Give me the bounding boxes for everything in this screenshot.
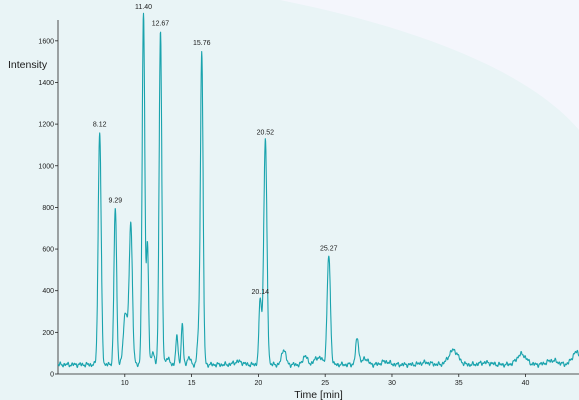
peak-label: 20.52 xyxy=(257,130,275,137)
peak-label: 8.12 xyxy=(93,121,107,128)
peak-label: 9.29 xyxy=(108,197,122,204)
x-axis-title: Time [min] xyxy=(294,389,343,400)
y-tick-label: 1200 xyxy=(38,122,54,129)
y-tick-label: 600 xyxy=(42,247,54,254)
peak-label: 20.14 xyxy=(251,289,269,296)
peak-label: 25.27 xyxy=(320,245,338,252)
chromatogram-trace xyxy=(57,12,579,369)
y-tick-label: 1000 xyxy=(38,163,54,170)
x-tick-label: 25 xyxy=(321,380,329,387)
peak-label: 12.67 xyxy=(152,20,170,27)
background-arc xyxy=(280,0,579,130)
x-tick-label: 15 xyxy=(188,380,196,387)
y-tick-label: 0 xyxy=(50,372,54,379)
peak-label: 15.76 xyxy=(193,40,211,47)
y-axis-title: Intensity xyxy=(8,59,48,71)
x-tick-label: 35 xyxy=(455,380,463,387)
y-tick-label: 1600 xyxy=(38,38,54,45)
x-ticks: 10 15 20 25 30 35 40 xyxy=(121,374,530,387)
y-ticks: 0 200 400 600 800 1000 1200 1400 1600 xyxy=(38,38,58,379)
x-tick-label: 10 xyxy=(121,380,129,387)
x-tick-label: 40 xyxy=(522,380,530,387)
y-tick-label: 800 xyxy=(42,205,54,212)
axes xyxy=(57,20,579,375)
y-tick-label: 1400 xyxy=(38,80,54,87)
y-tick-label: 200 xyxy=(42,330,54,337)
peak-labels: 8.12 9.29 11.40 12.67 15.76 20.14 20.52 25.27 xyxy=(93,4,338,296)
y-tick-label: 400 xyxy=(42,288,54,295)
peak-label: 11.40 xyxy=(135,4,152,11)
x-tick-label: 30 xyxy=(388,380,396,387)
x-tick-label: 20 xyxy=(254,380,262,387)
